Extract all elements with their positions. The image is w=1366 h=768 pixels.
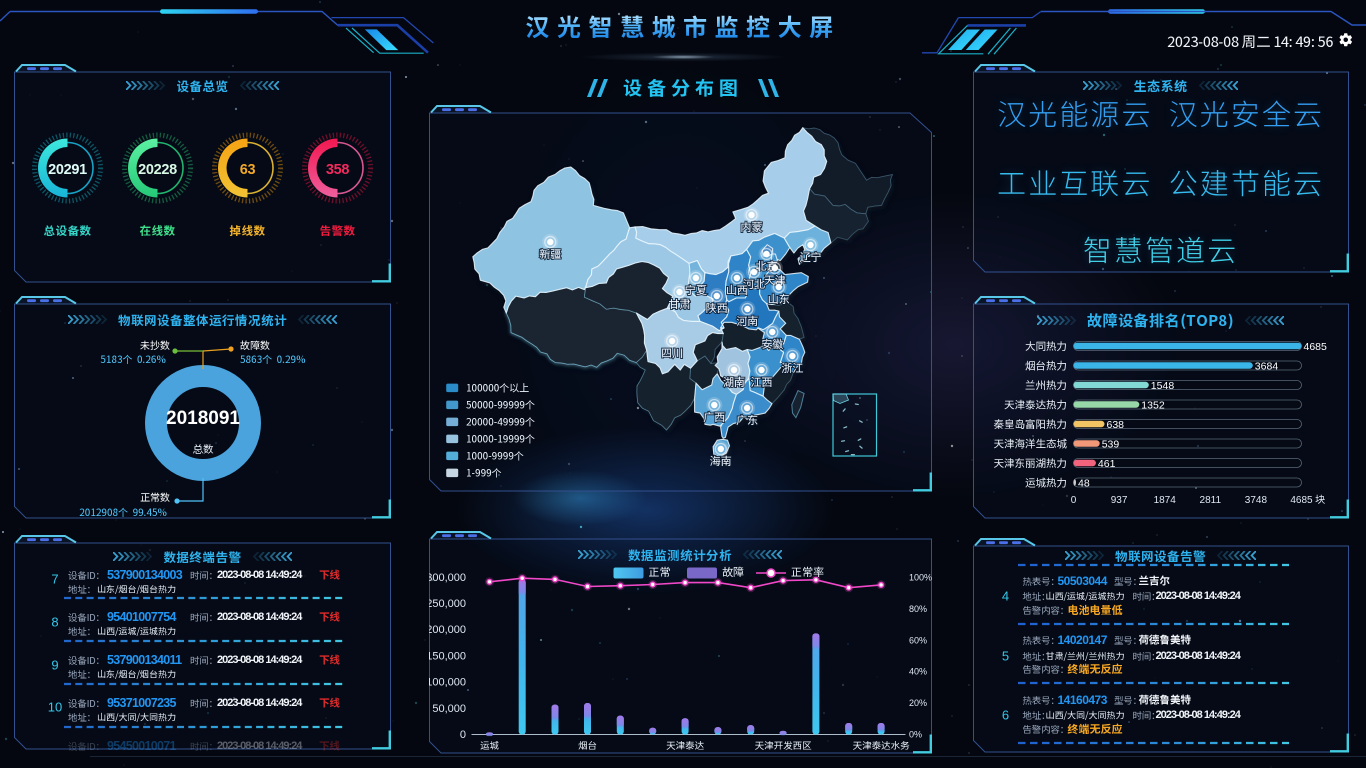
svg-text:北京: 北京 — [755, 258, 777, 274]
svg-text:辽宁: 辽宁 — [799, 249, 821, 265]
svg-text:天津泰达: 天津泰达 — [666, 738, 705, 752]
svg-text:4685: 4685 — [1303, 341, 1327, 353]
svg-text:1548: 1548 — [1150, 380, 1174, 392]
svg-text:湖南: 湖南 — [723, 374, 745, 390]
svg-text:250,000: 250,000 — [429, 598, 466, 610]
svg-text:甘肃: 甘肃 — [668, 296, 690, 312]
svg-text:天津海洋生态城: 天津海洋生态城 — [993, 437, 1067, 452]
svg-text:秦皇岛富阳热力: 秦皇岛富阳热力 — [993, 417, 1067, 432]
svg-text:2018091: 2018091 — [166, 408, 240, 429]
svg-text:天津泰达水务: 天津泰达水务 — [852, 738, 910, 752]
svg-text:3684: 3684 — [1254, 361, 1278, 373]
svg-text:4685: 4685 — [1290, 495, 1313, 506]
svg-text:0: 0 — [1070, 495, 1076, 506]
svg-text:300,000: 300,000 — [429, 572, 466, 584]
svg-text:天津开发西区: 天津开发西区 — [754, 738, 812, 752]
svg-text:总数: 总数 — [193, 442, 214, 457]
svg-text:0%: 0% — [909, 730, 922, 740]
svg-text:河南: 河南 — [736, 313, 758, 329]
svg-text:正常: 正常 — [648, 564, 670, 580]
svg-text:20228: 20228 — [138, 162, 177, 178]
svg-text:故障: 故障 — [722, 564, 744, 580]
svg-text:50000-99999个: 50000-99999个 — [466, 397, 535, 412]
svg-text:200,000: 200,000 — [429, 624, 466, 636]
svg-text:运城: 运城 — [479, 738, 499, 752]
svg-text:63: 63 — [240, 162, 256, 178]
svg-text:1874: 1874 — [1153, 495, 1176, 506]
svg-text:20%: 20% — [909, 698, 927, 708]
svg-text:48: 48 — [1078, 478, 1090, 490]
svg-text:大同热力: 大同热力 — [1025, 339, 1067, 354]
svg-text:四川: 四川 — [661, 345, 683, 361]
svg-text:50,000: 50,000 — [432, 703, 466, 715]
svg-text:烟台: 烟台 — [577, 738, 596, 752]
svg-text:1000-9999个: 1000-9999个 — [466, 448, 524, 463]
svg-text:20000-49999个: 20000-49999个 — [466, 414, 535, 429]
svg-text:内蒙: 内蒙 — [740, 219, 762, 235]
svg-text:天津: 天津 — [763, 272, 785, 288]
svg-text:539: 539 — [1101, 439, 1119, 451]
svg-text:0: 0 — [459, 729, 465, 741]
svg-text:新疆: 新疆 — [539, 246, 561, 262]
svg-text:100,000: 100,000 — [429, 677, 466, 689]
svg-text:638: 638 — [1106, 419, 1124, 431]
svg-text:宁夏: 宁夏 — [684, 282, 706, 298]
svg-text:1-999个: 1-999个 — [466, 465, 502, 480]
svg-text:1352: 1352 — [1141, 400, 1165, 412]
svg-text:40%: 40% — [909, 667, 927, 677]
svg-text:正常率: 正常率 — [791, 564, 824, 580]
svg-text:海南: 海南 — [709, 453, 731, 469]
svg-text:100%: 100% — [909, 573, 932, 583]
svg-text:江西: 江西 — [750, 374, 772, 390]
svg-text:100000个以上: 100000个以上 — [466, 380, 529, 395]
svg-text:天津泰达热力: 天津泰达热力 — [1004, 398, 1067, 413]
svg-text:河北: 河北 — [743, 276, 765, 292]
svg-text:广西: 广西 — [703, 409, 725, 425]
svg-text:2811: 2811 — [1199, 495, 1221, 506]
svg-text:安徽: 安徽 — [761, 336, 783, 352]
svg-text:80%: 80% — [909, 604, 927, 614]
svg-text:广东: 广东 — [736, 412, 758, 428]
svg-text:运城热力: 运城热力 — [1025, 476, 1067, 491]
svg-text:3748: 3748 — [1244, 495, 1267, 506]
svg-text:块: 块 — [1315, 491, 1325, 506]
svg-text:陕西: 陕西 — [705, 300, 727, 316]
svg-text:天津东丽湖热力: 天津东丽湖热力 — [993, 456, 1067, 471]
svg-text:山东: 山东 — [767, 291, 789, 307]
svg-text:浙江: 浙江 — [781, 360, 803, 376]
svg-text:山西: 山西 — [725, 282, 747, 298]
svg-text:358: 358 — [326, 162, 350, 178]
svg-text:20291: 20291 — [48, 162, 87, 178]
svg-text:10000-19999个: 10000-19999个 — [466, 431, 535, 446]
svg-text:60%: 60% — [909, 635, 927, 645]
svg-text:烟台热力: 烟台热力 — [1025, 359, 1067, 374]
svg-text:937: 937 — [1110, 495, 1127, 506]
svg-text:150,000: 150,000 — [429, 650, 466, 662]
svg-text:461: 461 — [1097, 458, 1115, 470]
svg-text:兰州热力: 兰州热力 — [1025, 378, 1067, 393]
